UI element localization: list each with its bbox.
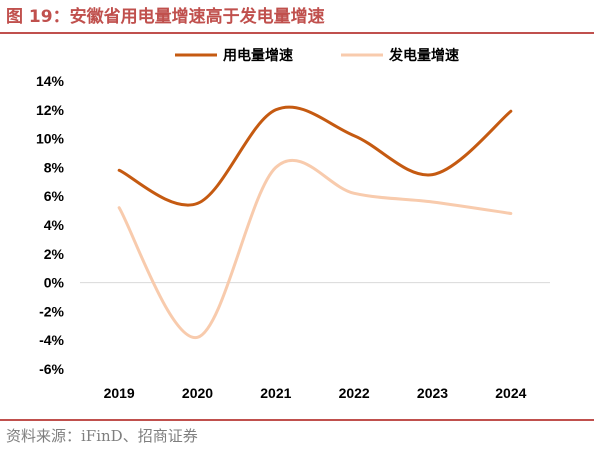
footer-rule [0, 419, 594, 421]
figure-title: 图 19：安徽省用电量增速高于发电量增速 [6, 7, 325, 27]
y-tick-label: 12% [36, 102, 65, 118]
x-tick-label: 2020 [182, 385, 213, 401]
legend-label: 发电量增速 [388, 47, 459, 64]
x-tick-label: 2019 [104, 385, 135, 401]
y-tick-label: -2% [39, 303, 64, 319]
y-tick-label: 2% [44, 246, 65, 262]
y-tick-label: 10% [36, 131, 65, 147]
y-tick-label: -4% [39, 332, 64, 348]
y-tick-label: 4% [44, 217, 65, 233]
y-tick-label: 6% [44, 188, 65, 204]
legend: 用电量增速 发电量增速 [175, 47, 459, 64]
y-tick-label: 0% [44, 275, 65, 291]
plot-area [80, 105, 550, 339]
series-line [117, 105, 513, 207]
line-chart: 用电量增速 发电量增速 14%12%10%8%6%4%2%0%-2%-4%-6% … [36, 47, 550, 401]
legend-label: 用电量增速 [223, 47, 293, 64]
x-tick-label: 2023 [417, 385, 448, 401]
x-tick-label: 2024 [495, 385, 526, 401]
series-line [117, 158, 513, 339]
y-tick-label: 8% [44, 159, 65, 175]
source-note: 资料来源：iFinD、招商证券 [6, 427, 198, 445]
y-tick-label: 14% [36, 73, 65, 89]
x-tick-label: 2021 [260, 385, 291, 401]
y-tick-label: -6% [39, 361, 64, 377]
title-rule [0, 32, 594, 34]
x-tick-label: 2022 [339, 385, 370, 401]
x-axis: 2019 2020 2021 2022 2023 2024 [104, 385, 527, 401]
y-axis: 14% 12% 10% 8% 6% 4% 2% 0% -2% -4% -6% [36, 73, 65, 377]
